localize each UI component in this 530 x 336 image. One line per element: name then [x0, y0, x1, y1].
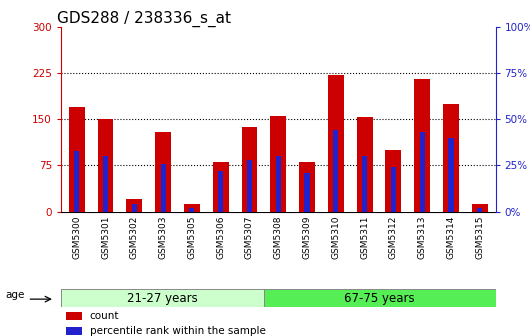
Text: GSM5310: GSM5310 — [331, 216, 340, 259]
Bar — [66, 312, 82, 320]
Text: GSM5312: GSM5312 — [389, 216, 398, 259]
Bar — [189, 208, 195, 212]
Text: GSM5307: GSM5307 — [245, 216, 254, 259]
Bar — [218, 171, 223, 212]
Bar — [103, 156, 108, 212]
Text: 67-75 years: 67-75 years — [344, 292, 415, 305]
Bar — [132, 204, 137, 212]
Bar — [391, 167, 396, 212]
Bar — [213, 162, 228, 212]
Bar — [242, 127, 258, 212]
Text: GDS288 / 238336_s_at: GDS288 / 238336_s_at — [57, 11, 231, 27]
Text: GSM5305: GSM5305 — [188, 216, 197, 259]
Bar — [420, 132, 425, 212]
Bar — [161, 164, 166, 212]
Bar — [443, 104, 459, 212]
Text: GSM5314: GSM5314 — [446, 216, 455, 259]
Text: GSM5313: GSM5313 — [418, 216, 427, 259]
Bar — [328, 75, 344, 212]
Text: age: age — [5, 290, 24, 300]
Text: GSM5308: GSM5308 — [274, 216, 282, 259]
Bar — [304, 173, 310, 212]
Text: GSM5311: GSM5311 — [360, 216, 369, 259]
Bar — [276, 156, 281, 212]
Bar — [98, 119, 113, 212]
Bar — [264, 289, 496, 307]
Bar — [333, 130, 338, 212]
Bar — [69, 107, 85, 212]
Bar — [414, 79, 430, 212]
Bar — [362, 156, 367, 212]
Text: GSM5301: GSM5301 — [101, 216, 110, 259]
Bar — [477, 208, 482, 212]
Bar — [127, 199, 142, 212]
Text: percentile rank within the sample: percentile rank within the sample — [90, 326, 266, 336]
Bar — [448, 138, 454, 212]
Text: count: count — [90, 311, 119, 321]
Bar — [270, 116, 286, 212]
Bar — [66, 327, 82, 335]
Text: GSM5309: GSM5309 — [303, 216, 312, 259]
Bar — [61, 289, 264, 307]
Text: GSM5315: GSM5315 — [475, 216, 484, 259]
Bar — [385, 150, 401, 212]
Text: GSM5303: GSM5303 — [158, 216, 167, 259]
Text: GSM5306: GSM5306 — [216, 216, 225, 259]
Bar — [357, 118, 373, 212]
Bar — [74, 151, 80, 212]
Text: GSM5302: GSM5302 — [130, 216, 139, 259]
Bar — [155, 132, 171, 212]
Text: 21-27 years: 21-27 years — [127, 292, 198, 305]
Bar — [472, 204, 488, 212]
Bar — [299, 162, 315, 212]
Bar — [247, 160, 252, 212]
Text: GSM5300: GSM5300 — [72, 216, 81, 259]
Bar — [184, 204, 200, 212]
